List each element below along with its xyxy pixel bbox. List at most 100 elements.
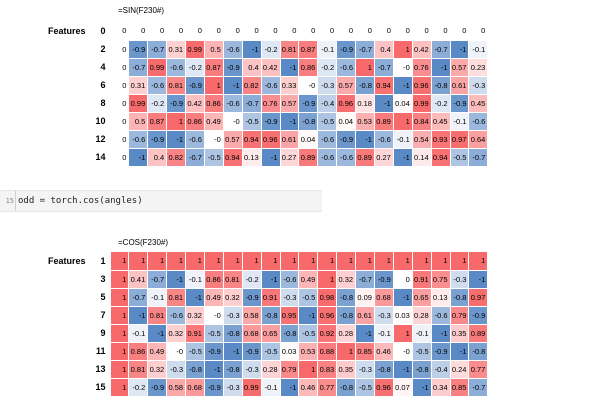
grid-cell[interactable]: 1 xyxy=(166,112,187,131)
grid-cell[interactable]: 0.57 xyxy=(336,76,357,95)
grid-cell[interactable]: -0.5 xyxy=(204,324,224,343)
grid-cell[interactable]: -0.7 xyxy=(355,270,375,289)
grid-cell[interactable]: -0.8 xyxy=(223,324,243,343)
grid-cell[interactable]: 0.87 xyxy=(204,58,224,77)
grid-cell[interactable]: 0.81 xyxy=(166,288,187,307)
grid-cell[interactable]: 0.91 xyxy=(185,324,205,343)
grid-cell[interactable]: -0.6 xyxy=(431,306,451,325)
grid-cell[interactable]: 1 xyxy=(317,252,338,271)
grid-cell[interactable]: 1 xyxy=(393,252,413,271)
grid-cell[interactable]: -0.6 xyxy=(147,76,168,95)
grid-cell[interactable]: -0.9 xyxy=(204,342,224,361)
grid-cell[interactable]: -0.2 xyxy=(185,58,205,77)
grid-cell[interactable]: -1 xyxy=(412,378,432,397)
grid-cell[interactable]: 1 xyxy=(110,252,130,271)
grid-cell[interactable]: 0.92 xyxy=(317,324,338,343)
grid-cell[interactable]: -0.9 xyxy=(468,306,489,325)
grid-cell[interactable]: -0.6 xyxy=(261,76,281,95)
grid-cell[interactable]: 1 xyxy=(223,252,243,271)
grid-cell[interactable]: 0.96 xyxy=(261,130,281,149)
grid-cell[interactable]: 0.65 xyxy=(412,288,432,307)
grid-cell[interactable]: -0.3 xyxy=(242,360,262,379)
grid-cell[interactable]: 1 xyxy=(393,40,413,59)
grid-cell[interactable]: -0.5 xyxy=(242,112,262,131)
grid-cell[interactable]: -0.5 xyxy=(298,324,319,343)
grid-cell[interactable]: -0.6 xyxy=(166,306,187,325)
grid-cell[interactable]: 0.28 xyxy=(412,306,432,325)
grid-cell[interactable]: 0.99 xyxy=(185,40,205,59)
grid-cell[interactable]: 0.93 xyxy=(431,130,451,149)
grid-cell[interactable]: -0.3 xyxy=(355,360,375,379)
grid-cell[interactable]: -0.7 xyxy=(128,58,149,77)
grid-cell[interactable]: 0.85 xyxy=(450,378,470,397)
grid-cell[interactable]: 0.04 xyxy=(336,112,357,131)
grid-cell[interactable]: 0.46 xyxy=(374,342,394,361)
grid-cell[interactable]: 0 xyxy=(110,94,130,113)
grid-cell[interactable]: 0.91 xyxy=(261,288,281,307)
grid-cell[interactable]: -0.8 xyxy=(223,360,243,379)
grid-cell[interactable]: 0.89 xyxy=(355,148,375,167)
grid-cell[interactable]: 0.64 xyxy=(468,130,489,149)
grid-cell[interactable]: 0.4 xyxy=(374,40,394,59)
grid-cell[interactable]: 0.68 xyxy=(242,324,262,343)
grid-cell[interactable]: 0.99 xyxy=(128,94,149,113)
grid-cell[interactable]: -1 xyxy=(128,148,149,167)
grid-cell[interactable]: -1 xyxy=(147,324,168,343)
grid-cell[interactable]: 0.4 xyxy=(147,148,168,167)
grid-cell[interactable]: 0.87 xyxy=(298,40,319,59)
grid-cell[interactable]: 0.94 xyxy=(223,148,243,167)
grid-cell[interactable]: 0.81 xyxy=(128,360,149,379)
grid-cell[interactable]: -0.9 xyxy=(223,58,243,77)
grid-cell[interactable]: -0.7 xyxy=(242,94,262,113)
grid-cell[interactable]: -0.6 xyxy=(128,130,149,149)
grid-cell[interactable]: 1 xyxy=(110,324,130,343)
grid-cell[interactable]: 1 xyxy=(355,58,375,77)
grid-cell[interactable]: 0.54 xyxy=(412,130,432,149)
grid-cell[interactable]: 0 xyxy=(468,22,489,41)
grid-cell[interactable]: -0.9 xyxy=(147,378,168,397)
grid-cell[interactable]: 1 xyxy=(128,252,149,271)
grid-cell[interactable]: -0.6 xyxy=(185,130,205,149)
grid-cell[interactable]: 0.32 xyxy=(223,288,243,307)
grid-cell[interactable]: -1 xyxy=(242,40,262,59)
grid-cell[interactable]: 0 xyxy=(110,22,130,41)
grid-cell[interactable]: -1 xyxy=(166,270,187,289)
grid-cell[interactable]: 0 xyxy=(110,76,130,95)
grid-cell[interactable]: -0 xyxy=(393,58,413,77)
grid-cell[interactable]: 0.53 xyxy=(355,112,375,131)
grid-cell[interactable]: 0.57 xyxy=(223,130,243,149)
grid-cell[interactable]: -1 xyxy=(393,288,413,307)
grid-cell[interactable]: 1 xyxy=(468,252,489,271)
grid-cell[interactable]: 1 xyxy=(110,270,130,289)
code-cell[interactable]: 15 odd = torch.cos(angles) xyxy=(0,190,322,212)
grid-cell[interactable]: 0 xyxy=(393,22,413,41)
grid-cell[interactable]: -0.5 xyxy=(450,148,470,167)
grid-cell[interactable]: -0 xyxy=(298,76,319,95)
grid-cell[interactable]: -0.7 xyxy=(431,40,451,59)
grid-cell[interactable]: -0.2 xyxy=(242,270,262,289)
grid-cell[interactable]: 1 xyxy=(412,252,432,271)
grid-cell[interactable]: 0.81 xyxy=(147,306,168,325)
grid-cell[interactable]: 0 xyxy=(147,22,168,41)
grid-cell[interactable]: -0.8 xyxy=(336,288,357,307)
grid-cell[interactable]: -0.9 xyxy=(242,342,262,361)
grid-cell[interactable]: 0.34 xyxy=(431,378,451,397)
grid-cell[interactable]: -0.5 xyxy=(204,148,224,167)
grid-cell[interactable]: -0.5 xyxy=(261,342,281,361)
grid-cell[interactable]: -0.9 xyxy=(336,40,357,59)
grid-cell[interactable]: 0.53 xyxy=(298,342,319,361)
grid-cell[interactable]: -0.2 xyxy=(431,94,451,113)
grid-cell[interactable]: 0.04 xyxy=(298,130,319,149)
grid-cell[interactable]: 0.33 xyxy=(280,76,300,95)
grid-cell[interactable]: 1 xyxy=(204,252,224,271)
grid-cell[interactable]: -0.3 xyxy=(468,76,489,95)
grid-cell[interactable]: -0.7 xyxy=(128,288,149,307)
grid-cell[interactable]: 0.61 xyxy=(280,130,300,149)
grid-cell[interactable]: -0.7 xyxy=(147,270,168,289)
grid-cell[interactable]: -1 xyxy=(468,270,489,289)
grid-cell[interactable]: -1 xyxy=(280,378,300,397)
grid-cell[interactable]: -0.8 xyxy=(280,324,300,343)
grid-cell[interactable]: 0.46 xyxy=(298,378,319,397)
grid-cell[interactable]: 0.97 xyxy=(468,288,489,307)
grid-cell[interactable]: 1 xyxy=(393,112,413,131)
